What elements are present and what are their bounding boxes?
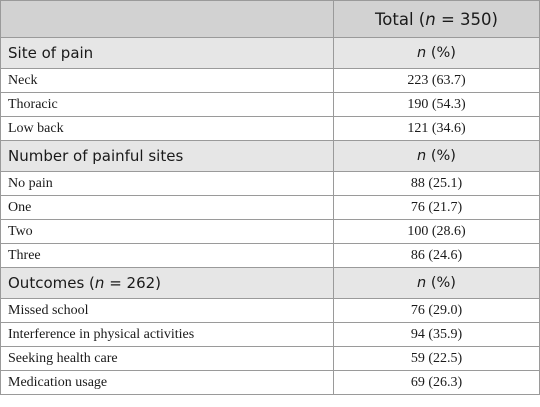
table-header-row: Total (n = 350)	[0, 0, 540, 38]
section-header-site-of-pain: Site of pain n (%)	[0, 37, 540, 69]
row-value: 69 (26.3)	[333, 370, 540, 395]
stat-n: n	[417, 148, 427, 164]
section-header-outcomes: Outcomes (n = 262) n (%)	[0, 267, 540, 299]
total-suffix: = 350)	[435, 9, 498, 29]
total-prefix: Total (	[375, 9, 426, 29]
section-stat-label: n (%)	[333, 140, 540, 172]
table-row: Thoracic 190 (54.3)	[0, 92, 540, 117]
table-row: Two 100 (28.6)	[0, 219, 540, 244]
row-label: Missed school	[0, 298, 334, 323]
table-row: No pain 88 (25.1)	[0, 171, 540, 196]
row-value: 88 (25.1)	[333, 171, 540, 196]
stat-n: n	[417, 45, 427, 61]
section-header-number-of-painful-sites: Number of painful sites n (%)	[0, 140, 540, 172]
section-title-text: Outcomes (	[8, 274, 95, 292]
stat-pct: (%)	[426, 275, 456, 291]
row-label: No pain	[0, 171, 334, 196]
stat-pct: (%)	[426, 45, 456, 61]
stat-pct: (%)	[426, 148, 456, 164]
pain-statistics-table: Total (n = 350) Site of pain n (%) Neck …	[0, 0, 540, 395]
section-title: Number of painful sites	[0, 140, 334, 172]
row-label: Seeking health care	[0, 346, 334, 371]
total-header: Total (n = 350)	[333, 0, 540, 38]
table-row: Three 86 (24.6)	[0, 243, 540, 268]
table-row: Low back 121 (34.6)	[0, 116, 540, 141]
row-label: Neck	[0, 68, 334, 93]
row-value: 190 (54.3)	[333, 92, 540, 117]
section-stat-label: n (%)	[333, 267, 540, 299]
header-empty-cell	[0, 0, 334, 38]
section-title-text: Number of painful sites	[8, 147, 184, 165]
row-label: Low back	[0, 116, 334, 141]
row-value: 223 (63.7)	[333, 68, 540, 93]
row-label: Two	[0, 219, 334, 244]
row-value: 59 (22.5)	[333, 346, 540, 371]
table-row: Neck 223 (63.7)	[0, 68, 540, 93]
stat-n: n	[417, 275, 427, 291]
row-value: 100 (28.6)	[333, 219, 540, 244]
row-value: 121 (34.6)	[333, 116, 540, 141]
table-row: Medication usage 69 (26.3)	[0, 370, 540, 395]
row-value: 86 (24.6)	[333, 243, 540, 268]
row-label: Interference in physical activities	[0, 322, 334, 347]
row-label: One	[0, 195, 334, 220]
section-title: Outcomes (n = 262)	[0, 267, 334, 299]
row-label: Three	[0, 243, 334, 268]
table-row: Interference in physical activities 94 (…	[0, 322, 540, 347]
table-row: One 76 (21.7)	[0, 195, 540, 220]
section-title-suffix: = 262)	[104, 274, 162, 292]
row-value: 94 (35.9)	[333, 322, 540, 347]
section-stat-label: n (%)	[333, 37, 540, 69]
total-n: n	[425, 9, 436, 29]
section-title-text: Site of pain	[8, 44, 94, 62]
row-label: Medication usage	[0, 370, 334, 395]
row-label: Thoracic	[0, 92, 334, 117]
row-value: 76 (21.7)	[333, 195, 540, 220]
table-row: Missed school 76 (29.0)	[0, 298, 540, 323]
row-value: 76 (29.0)	[333, 298, 540, 323]
table-row: Seeking health care 59 (22.5)	[0, 346, 540, 371]
section-title-n: n	[94, 274, 105, 292]
section-title: Site of pain	[0, 37, 334, 69]
